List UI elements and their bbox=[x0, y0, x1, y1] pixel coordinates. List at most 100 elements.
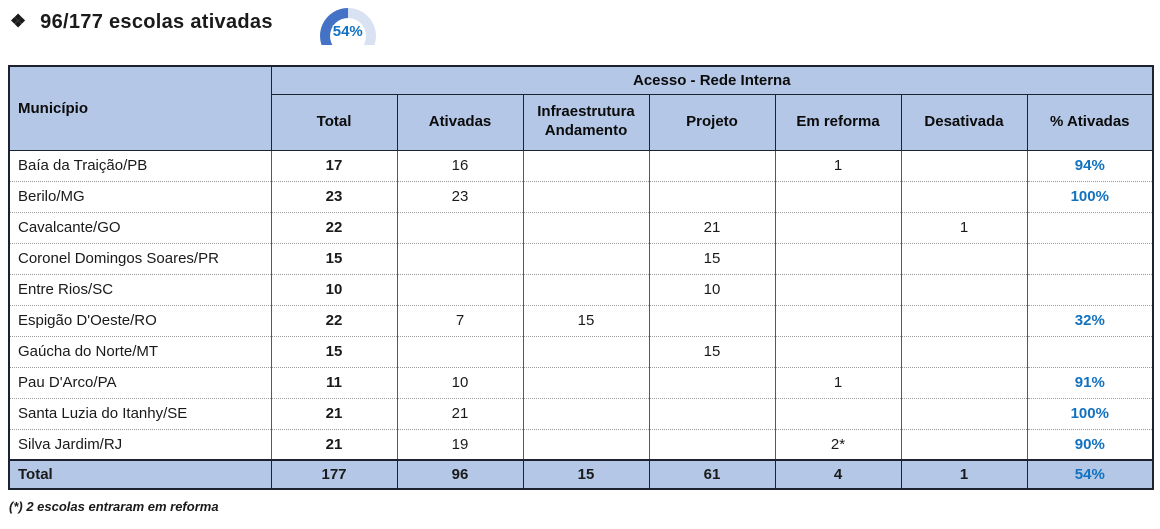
table-total-row: Total 177 96 15 61 4 1 54% bbox=[8, 459, 1154, 490]
cell-infraestrutura bbox=[522, 367, 650, 399]
cell-projeto bbox=[648, 429, 776, 461]
cell-municipio: Espigão D'Oeste/RO bbox=[8, 305, 272, 337]
page-header: ❖ 96/177 escolas ativadas 54% bbox=[0, 0, 1160, 55]
cell-desativada bbox=[900, 367, 1028, 399]
cell-pct-ativadas: 32% bbox=[1026, 305, 1154, 337]
cell-em-reforma: 1 bbox=[774, 150, 902, 182]
cell-pct-ativadas: 94% bbox=[1026, 150, 1154, 182]
cell-pct-ativadas: 90% bbox=[1026, 429, 1154, 461]
cell-total: 22 bbox=[270, 212, 398, 244]
cell-total: 15 bbox=[270, 243, 398, 275]
cell-total: 21 bbox=[270, 398, 398, 430]
cell-total: 22 bbox=[270, 305, 398, 337]
cell-municipio: Santa Luzia do Itanhy/SE bbox=[8, 398, 272, 430]
cell-ativadas bbox=[396, 274, 524, 306]
cell-em-reforma: 4 bbox=[774, 459, 902, 490]
footnote: (*) 2 escolas entraram em reforma bbox=[9, 499, 219, 514]
cell-ativadas: 10 bbox=[396, 367, 524, 399]
column-header-desativada: Desativada bbox=[900, 93, 1028, 151]
cell-pct-ativadas bbox=[1026, 212, 1154, 244]
cell-municipio: Baía da Traição/PB bbox=[8, 150, 272, 182]
table-row: Espigão D'Oeste/RO 22 7 15 32% bbox=[8, 305, 1154, 337]
cell-desativada bbox=[900, 336, 1028, 368]
cell-pct-ativadas bbox=[1026, 243, 1154, 275]
table-row: Baía da Traição/PB 17 16 1 94% bbox=[8, 150, 1154, 182]
cell-infraestrutura bbox=[522, 398, 650, 430]
cell-projeto: 21 bbox=[648, 212, 776, 244]
cell-em-reforma bbox=[774, 274, 902, 306]
diamond-bullet-icon: ❖ bbox=[10, 11, 27, 31]
table-row: Santa Luzia do Itanhy/SE 21 21 100% bbox=[8, 398, 1154, 430]
cell-total: 11 bbox=[270, 367, 398, 399]
cell-infraestrutura: 15 bbox=[522, 459, 650, 490]
cell-projeto bbox=[648, 181, 776, 213]
cell-infraestrutura bbox=[522, 243, 650, 275]
cell-desativada bbox=[900, 150, 1028, 182]
cell-projeto bbox=[648, 150, 776, 182]
cell-em-reforma bbox=[774, 212, 902, 244]
cell-desativada bbox=[900, 243, 1028, 275]
donut-percent-label: 54% bbox=[332, 23, 363, 40]
cell-projeto bbox=[648, 367, 776, 399]
cell-total-label: Total bbox=[8, 459, 272, 490]
cell-desativada: 1 bbox=[900, 212, 1028, 244]
cell-pct-ativadas bbox=[1026, 336, 1154, 368]
cell-infraestrutura bbox=[522, 212, 650, 244]
table-row: Berilo/MG 23 23 100% bbox=[8, 181, 1154, 213]
cell-total: 177 bbox=[270, 459, 398, 490]
column-header-total: Total bbox=[270, 93, 398, 151]
cell-total: 21 bbox=[270, 429, 398, 461]
cell-infraestrutura bbox=[522, 274, 650, 306]
activation-donut-chart: 54% bbox=[317, 7, 379, 45]
cell-ativadas: 19 bbox=[396, 429, 524, 461]
cell-projeto bbox=[648, 305, 776, 337]
cell-projeto bbox=[648, 398, 776, 430]
cell-pct-ativadas: 54% bbox=[1026, 459, 1154, 490]
cell-municipio: Pau D'Arco/PA bbox=[8, 367, 272, 399]
cell-infraestrutura bbox=[522, 181, 650, 213]
cell-desativada bbox=[900, 274, 1028, 306]
cell-em-reforma bbox=[774, 305, 902, 337]
cell-desativada: 1 bbox=[900, 459, 1028, 490]
cell-ativadas: 7 bbox=[396, 305, 524, 337]
cell-projeto: 15 bbox=[648, 243, 776, 275]
cell-municipio: Berilo/MG bbox=[8, 181, 272, 213]
column-header-pct-ativadas: % Ativadas bbox=[1026, 93, 1154, 151]
table-row: Pau D'Arco/PA 11 10 1 91% bbox=[8, 367, 1154, 399]
cell-total: 10 bbox=[270, 274, 398, 306]
cell-ativadas: 16 bbox=[396, 150, 524, 182]
table-row: Gaúcha do Norte/MT 15 15 bbox=[8, 336, 1154, 368]
cell-desativada bbox=[900, 398, 1028, 430]
cell-pct-ativadas bbox=[1026, 274, 1154, 306]
column-header-em-reforma: Em reforma bbox=[774, 93, 902, 151]
schools-activation-table: Município Acesso - Rede Interna Total At… bbox=[8, 65, 1155, 490]
cell-ativadas: 23 bbox=[396, 181, 524, 213]
cell-em-reforma bbox=[774, 336, 902, 368]
cell-projeto: 15 bbox=[648, 336, 776, 368]
cell-municipio: Coronel Domingos Soares/PR bbox=[8, 243, 272, 275]
cell-total: 15 bbox=[270, 336, 398, 368]
cell-em-reforma bbox=[774, 181, 902, 213]
cell-pct-ativadas: 91% bbox=[1026, 367, 1154, 399]
cell-em-reforma: 2* bbox=[774, 429, 902, 461]
cell-pct-ativadas: 100% bbox=[1026, 398, 1154, 430]
cell-pct-ativadas: 100% bbox=[1026, 181, 1154, 213]
group-header-row: Município Acesso - Rede Interna bbox=[8, 65, 1154, 151]
column-header-municipio: Município bbox=[8, 65, 272, 151]
cell-total: 23 bbox=[270, 181, 398, 213]
cell-desativada bbox=[900, 305, 1028, 337]
column-header-ativadas: Ativadas bbox=[396, 93, 524, 151]
cell-infraestrutura bbox=[522, 150, 650, 182]
cell-ativadas bbox=[396, 243, 524, 275]
cell-infraestrutura bbox=[522, 336, 650, 368]
cell-em-reforma bbox=[774, 243, 902, 275]
cell-infraestrutura: 15 bbox=[522, 305, 650, 337]
page-title: 96/177 escolas ativadas bbox=[40, 11, 273, 33]
cell-infraestrutura bbox=[522, 429, 650, 461]
cell-municipio: Cavalcante/GO bbox=[8, 212, 272, 244]
column-header-infraestrutura-andamento: Infraestrutura Andamento bbox=[522, 93, 650, 151]
cell-projeto: 10 bbox=[648, 274, 776, 306]
cell-em-reforma: 1 bbox=[774, 367, 902, 399]
cell-municipio: Gaúcha do Norte/MT bbox=[8, 336, 272, 368]
cell-total: 17 bbox=[270, 150, 398, 182]
